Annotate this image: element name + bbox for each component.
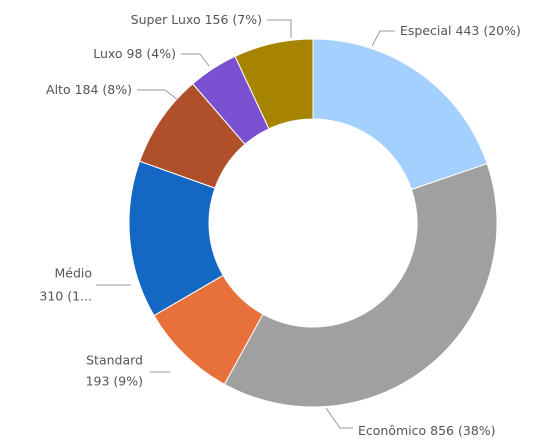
leader-line — [267, 19, 292, 38]
label-name: Luxo — [93, 46, 122, 61]
data-label: Alto 184 (8%) — [46, 82, 132, 97]
donut-slice — [312, 38, 488, 191]
label-value: 193 (9%) — [86, 374, 143, 389]
data-label: Super Luxo 156 (7%) — [131, 12, 262, 27]
label-name: Alto — [46, 82, 71, 97]
label-name: Econômico — [358, 423, 426, 438]
label-value: 156 (7%) — [205, 12, 262, 27]
leader-line — [371, 30, 395, 47]
data-label: Luxo 98 (4%) — [93, 46, 176, 61]
label-name: Médio — [54, 266, 92, 281]
label-value: 443 (20%) — [456, 23, 521, 38]
data-label: Econômico 856 (38%) — [358, 423, 496, 438]
label-value: 98 (4%) — [127, 46, 176, 61]
label-name: Standard — [86, 353, 143, 368]
leader-line — [137, 89, 179, 101]
label-name: Super Luxo — [131, 12, 201, 27]
leader-line — [325, 407, 353, 429]
donut-slice — [223, 163, 498, 408]
label-name: Especial — [400, 23, 452, 38]
label-value: 184 (8%) — [75, 82, 132, 97]
label-value: 310 (1... — [39, 289, 92, 304]
donut-slice — [234, 38, 314, 130]
leader-line — [181, 53, 210, 67]
label-value: 856 (38%) — [430, 423, 495, 438]
data-label: Especial 443 (20%) — [400, 23, 521, 38]
